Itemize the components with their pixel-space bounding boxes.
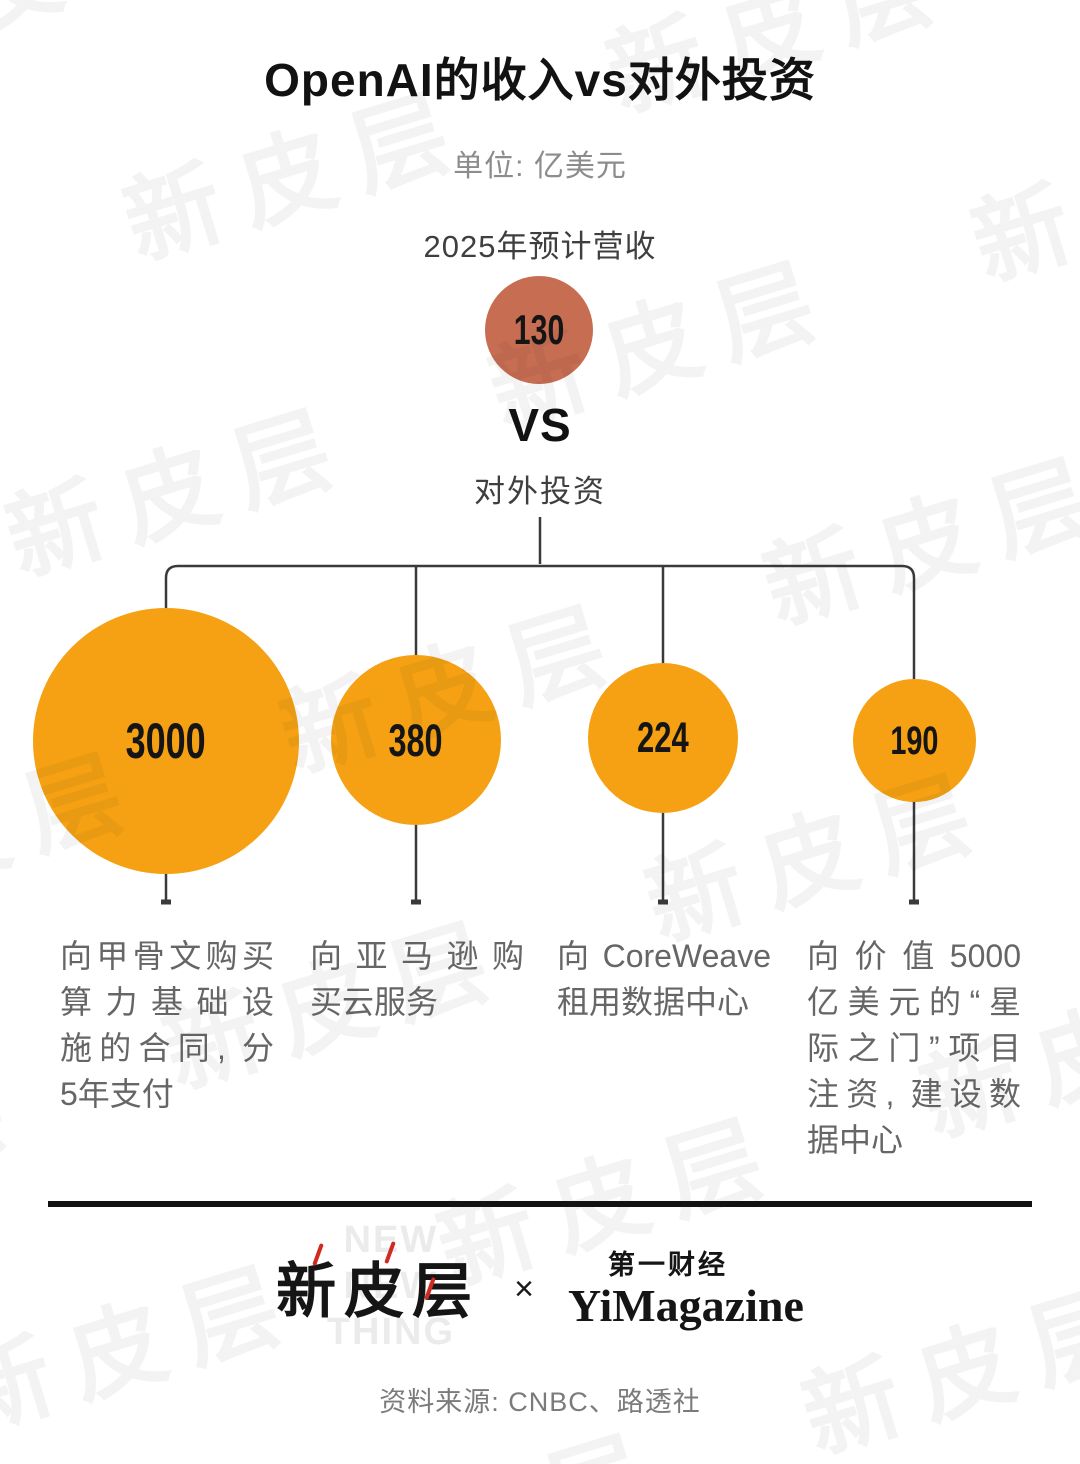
footer-logos: NEW NEW THING 新皮层 × 第一财经 YiMagazine bbox=[0, 1219, 1080, 1353]
xinpiceng-logo-text: 新皮层 bbox=[276, 1258, 481, 1325]
yimagazine-logo-text: YiMagazine bbox=[567, 1279, 804, 1331]
revenue-value: 130 bbox=[513, 306, 565, 353]
collab-x-separator: × bbox=[514, 1269, 534, 1308]
vs-label: VS bbox=[508, 399, 572, 451]
investment-value-oracle: 3000 bbox=[125, 713, 207, 769]
investment-bubble-coreweave: 224 bbox=[588, 663, 738, 813]
tree-outer-branch-path bbox=[164, 564, 916, 901]
investments-label: 对外投资 bbox=[474, 474, 606, 509]
yicai-logo-text: 第一财经 bbox=[607, 1249, 728, 1280]
revenue-bubble: 130 bbox=[485, 276, 593, 384]
page-title: OpenAI的收入vs对外投资 bbox=[264, 54, 816, 106]
xinpiceng-logo: NEW NEW THING 新皮层 bbox=[276, 1219, 481, 1353]
revenue-label: 2025年预计营收 bbox=[423, 229, 657, 264]
data-source-note: 资料来源: CNBC、路透社 bbox=[379, 1387, 701, 1417]
investment-bubble-stargate: 190 bbox=[853, 679, 976, 802]
footer-divider bbox=[48, 1201, 1032, 1207]
investment-bubble-amazon: 380 bbox=[331, 655, 501, 825]
investment-value-coreweave: 224 bbox=[637, 713, 689, 762]
investment-description-coreweave: 向CoreWeave 租用数据中心 bbox=[557, 938, 771, 1020]
investment-description-stargate: 向价值5000 亿美元的“星 际之门”项目 注资, 建设数 据中心 bbox=[807, 938, 1021, 1158]
investment-bubble-oracle: 3000 bbox=[33, 608, 299, 874]
investment-value-amazon: 380 bbox=[388, 714, 444, 766]
investment-value-stargate: 190 bbox=[890, 718, 939, 763]
investment-description-oracle: 向甲骨文购买 算力基础设 施的合同, 分 5年支付 bbox=[60, 938, 274, 1112]
investment-description-amazon: 向亚马逊购 买云服务 bbox=[310, 938, 524, 1020]
unit-label: 单位: 亿美元 bbox=[453, 150, 627, 183]
yimagazine-logo: 第一财经 YiMagazine bbox=[568, 1243, 804, 1330]
